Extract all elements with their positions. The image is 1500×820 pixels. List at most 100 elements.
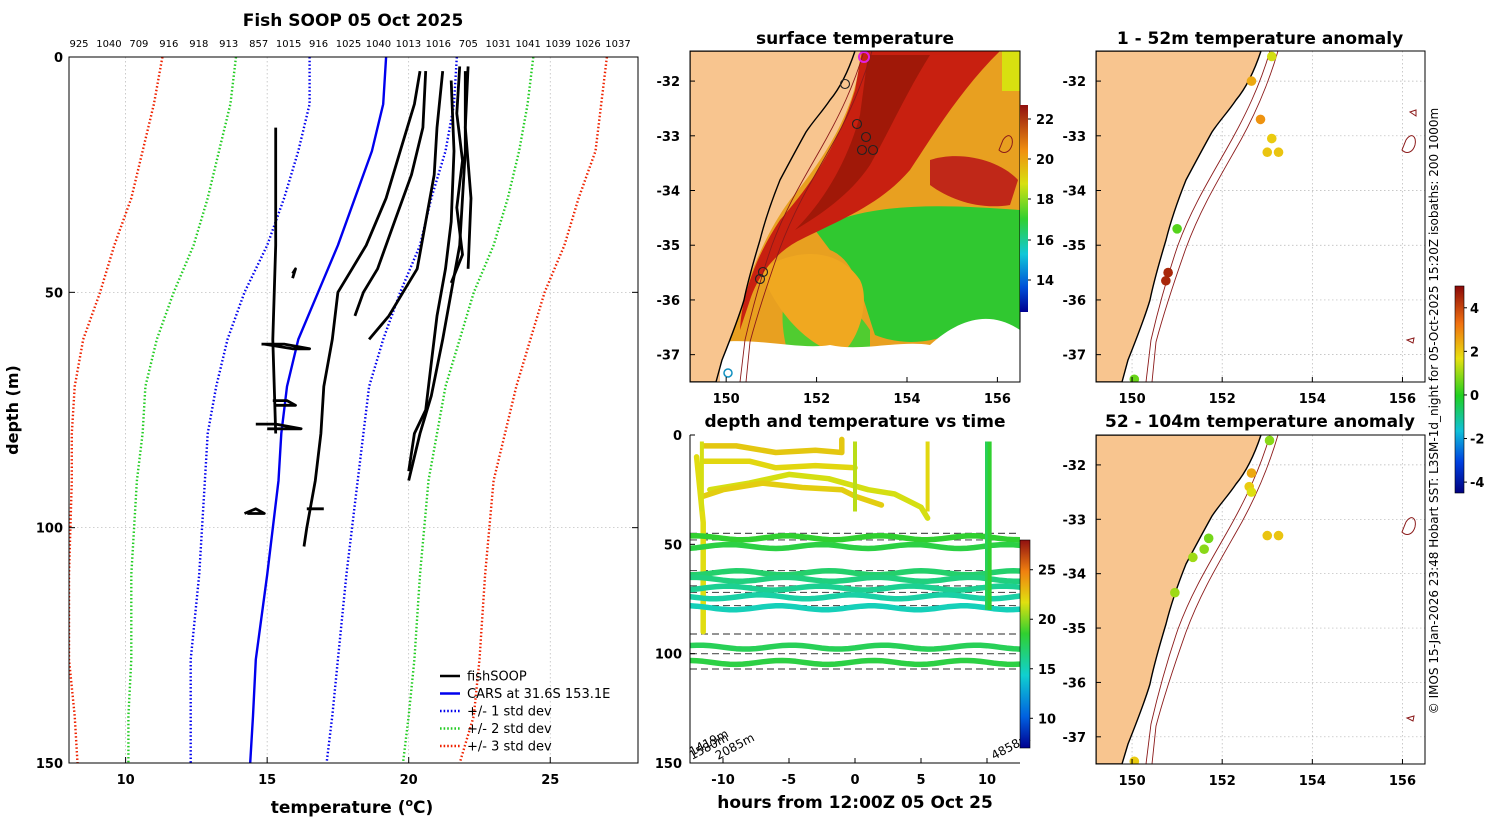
map-xtick-label: 152 — [1209, 392, 1236, 407]
anomaly-2-points — [1129, 435, 1284, 764]
anomaly-point — [1129, 756, 1140, 764]
map-ytick-label: -35 — [657, 239, 681, 254]
anomaly-1-island-outline — [1408, 109, 1417, 117]
anomaly-point — [1170, 587, 1180, 598]
profile-chart: Fish SOOP 05 Oct 2025 925 1040 709 916 918 91… — [3, 11, 639, 818]
time-colorbar-label: 10 — [1038, 712, 1056, 727]
map-ytick-label: -35 — [1063, 622, 1087, 637]
profile-top-label: 1025 — [336, 39, 361, 50]
sst-marker-magenta — [858, 51, 870, 63]
anomaly-point — [1264, 435, 1275, 446]
sst-warm-core — [740, 51, 1000, 330]
time-series-depth-66 — [690, 574, 1020, 585]
anomaly-colorbar-group: 4 2 0 -2 -4 — [1454, 285, 1484, 494]
profile-grid — [69, 56, 638, 764]
profile-top-label: 709 — [129, 39, 148, 50]
sst-warm-patch — [930, 156, 1018, 207]
sst-map-field — [690, 51, 1020, 382]
profile-series-fishsoop — [261, 342, 311, 351]
time-series-depth-70 — [690, 583, 1020, 593]
map-ytick-label: -34 — [1063, 185, 1087, 200]
time-series — [690, 436, 1020, 668]
map-xtick-label: 156 — [1389, 392, 1416, 407]
time-colorbar-label: 25 — [1038, 564, 1056, 579]
map-xtick-label: 152 — [1209, 774, 1236, 789]
profile-top-label: 857 — [249, 39, 268, 50]
profile-ytick-label: 0 — [54, 51, 63, 66]
anomaly-point — [1255, 114, 1266, 125]
anomaly-1-points — [1129, 51, 1284, 382]
time-colorbar-label: 15 — [1038, 663, 1056, 678]
profile-top-label: 1031 — [485, 39, 510, 50]
profile-legend: fishSOOP CARS at 31.6S 153.1E +/- 1 std de… — [440, 670, 610, 755]
anomaly-point — [1262, 530, 1273, 541]
profile-top-label: 916 — [159, 39, 178, 50]
profile-series-fishsoop — [272, 399, 297, 407]
anomaly-point — [1273, 530, 1284, 541]
profile-series--2-std-dev — [401, 57, 535, 763]
anomaly-point — [1161, 275, 1171, 286]
sst-isobath-1000 — [745, 51, 873, 382]
legend-label: CARS at 31.6S 153.1E — [467, 687, 610, 702]
sst-green-water — [815, 206, 1020, 342]
map-ytick-label: -36 — [1063, 676, 1087, 691]
anomaly-point — [1188, 552, 1198, 563]
profile-title: Fish SOOP 05 Oct 2025 — [243, 11, 464, 31]
anomaly-colorbar — [1454, 285, 1465, 494]
map-ytick-label: -37 — [657, 349, 681, 364]
map-ytick-label: -34 — [657, 185, 681, 200]
profile-series-fishsoop — [243, 507, 266, 515]
anomaly-colorbar-label: 0 — [1470, 389, 1479, 404]
anomaly-1-island-outline — [1401, 135, 1416, 153]
profile-top-label: 705 — [459, 39, 478, 50]
time-series-depth-74 — [690, 592, 1020, 602]
anomaly-point — [1273, 147, 1284, 158]
profile-top-label: 925 — [69, 39, 88, 50]
map-ytick-label: -36 — [1063, 294, 1087, 309]
sst-station-ring — [723, 368, 733, 378]
sst-yellow-edge — [1002, 51, 1020, 91]
sst-station-ring — [851, 118, 863, 130]
profile-xlabel: temperature (oC) — [271, 796, 434, 818]
anomaly-2-field — [1096, 435, 1425, 764]
map-ytick-label: -32 — [657, 75, 681, 90]
side-caption: © IMOS 15-Jan-2026 23:48 Hobart SST: L3S… — [1427, 108, 1441, 714]
profile-ytick-label: 50 — [45, 286, 63, 301]
sst-colorbar-label: 18 — [1036, 193, 1054, 208]
profile-series-fishsoop — [302, 70, 422, 547]
sst-station-ring — [867, 144, 879, 156]
profile-top-label: 918 — [189, 39, 208, 50]
time-ytick-label: 50 — [664, 538, 682, 553]
sst-no-data — [720, 318, 1020, 382]
sst-isobath-200 — [739, 51, 865, 382]
anomaly-point — [1246, 468, 1257, 478]
anomaly-map-1: 1 - 52m temperature anomaly 150 152 154 156… — [1063, 29, 1426, 407]
profile-axes-box — [68, 56, 639, 764]
anomaly-2-land — [1096, 435, 1262, 764]
anomaly-point — [1246, 487, 1257, 497]
anomaly-point — [1129, 374, 1140, 382]
profile-top-label: 1016 — [426, 39, 451, 50]
profile-ylabel: depth (m) — [3, 365, 22, 455]
profile-xlabel-text: temperature ( — [271, 798, 406, 818]
time-series-yellow-surface-c — [707, 471, 931, 521]
profile-series-fishsoop — [407, 71, 467, 481]
anomaly-1-island-outline — [1405, 337, 1415, 344]
map-xtick-label: 154 — [893, 392, 920, 407]
time-series-depth-50b — [690, 541, 1020, 552]
sst-colorbar-label: 16 — [1036, 234, 1054, 249]
legend-label: +/- 2 std dev — [467, 722, 552, 737]
profile-ytick-label: 150 — [36, 757, 63, 772]
anomaly-colorbar-label: 4 — [1470, 302, 1479, 317]
time-xtick-label: -10 — [711, 773, 735, 788]
anomaly-point — [1266, 51, 1277, 62]
profile-series-cars-at-31-6s-153-1e — [249, 57, 388, 763]
anomaly-point — [1262, 147, 1273, 158]
sst-colorbar — [1020, 105, 1028, 312]
time-xtick-label: 5 — [916, 773, 925, 788]
time-series-depth-79 — [690, 603, 1020, 613]
map-xtick-label: 154 — [1299, 774, 1326, 789]
sst-colorbar-label: 22 — [1036, 113, 1054, 128]
profile-series-fishsoop — [255, 422, 303, 431]
